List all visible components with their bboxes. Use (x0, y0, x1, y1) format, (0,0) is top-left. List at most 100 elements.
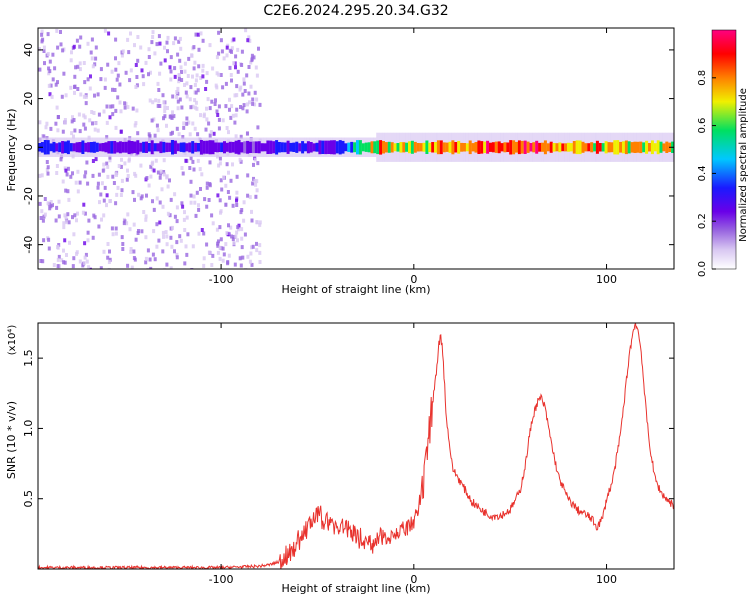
band-cell (298, 143, 302, 152)
spectrogram-xlabel: Height of straight line (km) (281, 283, 430, 296)
noise-speckle (51, 77, 55, 82)
band-cell (234, 140, 238, 154)
colorbar-tick-label: 0.0 (697, 261, 708, 277)
noise-speckle (102, 198, 106, 203)
noise-speckle (76, 64, 80, 69)
noise-speckle (120, 235, 124, 240)
band-cell (616, 140, 620, 155)
noise-speckle (182, 125, 186, 130)
noise-speckle (134, 85, 138, 89)
band-cell (136, 140, 140, 155)
noise-speckle (185, 81, 189, 86)
noise-speckle (94, 56, 98, 61)
noise-speckle (189, 200, 193, 205)
figure-title: C2E6.2024.295.20.34.G32 (263, 3, 448, 19)
noise-speckle (49, 200, 53, 204)
noise-speckle (217, 126, 221, 131)
noise-speckle (116, 95, 120, 100)
noise-speckle (91, 235, 95, 240)
noise-speckle (163, 109, 167, 114)
noise-speckle (201, 38, 205, 43)
noise-speckle (151, 252, 155, 257)
noise-speckle (98, 200, 101, 205)
noise-speckle (156, 170, 160, 175)
noise-speckle (185, 121, 189, 126)
noise-speckle (79, 35, 83, 40)
noise-speckle (81, 210, 85, 215)
band-cell (90, 142, 93, 153)
noise-speckle (155, 42, 159, 47)
noise-speckle (151, 199, 154, 204)
band-cell (182, 142, 186, 153)
noise-speckle (196, 32, 200, 37)
band-cell (321, 140, 325, 154)
noise-speckle (255, 97, 259, 102)
noise-speckle (202, 263, 206, 268)
band-cell (43, 140, 47, 155)
noise-speckle (140, 68, 144, 73)
noise-speckle (196, 88, 200, 93)
noise-speckle (231, 203, 235, 208)
noise-speckle (217, 104, 221, 109)
noise-speckle (54, 218, 58, 223)
noise-speckle (49, 126, 53, 131)
noise-speckle (46, 171, 50, 176)
band-cell (55, 143, 59, 152)
band-cell (428, 142, 432, 152)
noise-speckle (99, 192, 103, 197)
band-cell (147, 143, 151, 152)
band-cell (512, 140, 516, 155)
noise-speckle (165, 242, 169, 247)
noise-speckle (257, 46, 260, 51)
band-cell (118, 141, 122, 154)
band-cell (529, 143, 533, 152)
band-cell (416, 143, 420, 152)
noise-speckle (211, 66, 215, 71)
noise-speckle (51, 203, 54, 208)
noise-speckle (221, 85, 225, 90)
noise-speckle (89, 50, 93, 55)
noise-speckle (208, 133, 212, 138)
noise-speckle (185, 116, 189, 121)
noise-speckle (199, 76, 203, 80)
noise-speckle (163, 45, 166, 50)
noise-speckle (255, 220, 259, 225)
noise-speckle (224, 202, 228, 207)
noise-speckle (192, 194, 196, 199)
band-cell (425, 140, 429, 154)
noise-speckle (105, 203, 108, 208)
noise-speckle (61, 48, 65, 53)
noise-speckle (238, 256, 242, 261)
noise-speckle (60, 94, 64, 99)
noise-speckle (156, 103, 160, 108)
noise-speckle (79, 92, 83, 97)
noise-speckle (38, 120, 42, 125)
noise-speckle (162, 170, 166, 174)
noise-speckle (103, 77, 107, 82)
noise-speckle (72, 44, 76, 49)
noise-speckle (121, 247, 125, 251)
y-tick-label: 1.5 (22, 349, 35, 367)
noise-speckle (162, 158, 166, 163)
band-cell (624, 140, 628, 155)
noise-speckle (126, 168, 129, 173)
noise-speckle (194, 90, 198, 95)
noise-speckle (57, 254, 61, 259)
noise-speckle (210, 99, 214, 104)
noise-speckle (48, 206, 52, 211)
noise-speckle (112, 181, 116, 185)
noise-speckle (96, 181, 100, 186)
noise-speckle (222, 175, 225, 180)
noise-speckle (83, 126, 87, 131)
noise-speckle (219, 178, 223, 183)
noise-speckle (84, 252, 88, 257)
noise-speckle (188, 132, 192, 137)
noise-speckle (56, 245, 60, 250)
noise-speckle (81, 263, 85, 268)
band-cell (584, 143, 588, 152)
noise-speckle (198, 167, 202, 172)
noise-speckle (133, 197, 136, 202)
noise-speckle (126, 174, 130, 178)
noise-speckle (114, 56, 117, 61)
